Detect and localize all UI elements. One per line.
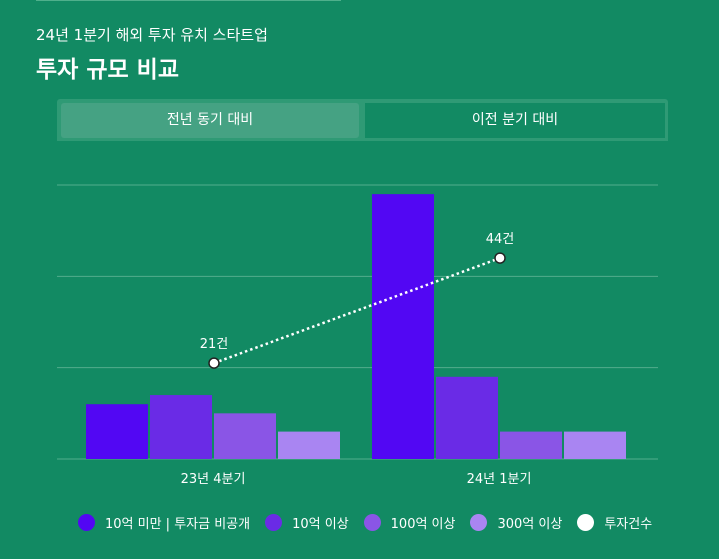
bar-2-1: [372, 194, 434, 459]
bar-1-4: [278, 431, 340, 459]
tab-quarter-over-quarter[interactable]: 이전 분기 대비: [365, 103, 665, 138]
bar-1-1: [86, 404, 148, 459]
legend-item-series-1: 10억 미만 | 투자금 비공개: [78, 513, 250, 532]
page-subtitle: 24년 1분기 해외 투자 유치 스타트업: [36, 26, 268, 44]
legend-swatch-series-2: [265, 513, 283, 531]
tab-bar: 전년 동기 대비 이전 분기 대비: [57, 99, 668, 141]
legend-label-series-2: 10억 이상: [292, 516, 349, 532]
bar-2-2: [436, 376, 498, 459]
legend-item-series-2: 10억 이상: [265, 513, 349, 532]
count-line: [213, 256, 501, 365]
legend-swatch-series-1: [78, 513, 95, 531]
x-tick-label-2: 24년 1분기: [467, 472, 532, 487]
bar-line-chart: 23년 4분기 24년 1분기 21건 44건: [57, 184, 658, 487]
page-title: 투자 규모 비교: [36, 57, 179, 83]
x-tick-label-1: 23년 4분기: [181, 472, 246, 487]
bar-2-4: [564, 431, 626, 459]
count-label-2: 44건: [486, 232, 515, 247]
count-label-1: 21건: [200, 337, 229, 352]
bar-1-2: [150, 395, 212, 459]
legend-item-line: 투자건수: [577, 513, 652, 532]
legend-label-line: 투자건수: [604, 516, 653, 532]
legend-swatch-series-3: [363, 513, 381, 531]
bar-2-3: [500, 431, 562, 459]
chart-legend: 10억 미만 | 투자금 비공개 10억 이상 100억 이상 300억 이상 …: [78, 511, 667, 533]
legend-swatch-series-4: [470, 513, 488, 531]
top-divider: [36, 0, 341, 1]
legend-swatch-line: [577, 513, 595, 531]
count-point-2: [494, 252, 506, 264]
bar-1-3: [214, 413, 276, 459]
legend-label-series-3: 100억 이상: [390, 516, 456, 532]
legend-item-series-4: 300억 이상: [470, 513, 562, 532]
legend-item-series-3: 100억 이상: [363, 513, 456, 532]
legend-label-series-1: 10억 미만 | 투자금 비공개: [105, 516, 251, 532]
tab-year-over-year[interactable]: 전년 동기 대비: [61, 103, 359, 138]
legend-label-series-4: 300억 이상: [497, 516, 563, 532]
count-point-1: [208, 357, 220, 369]
